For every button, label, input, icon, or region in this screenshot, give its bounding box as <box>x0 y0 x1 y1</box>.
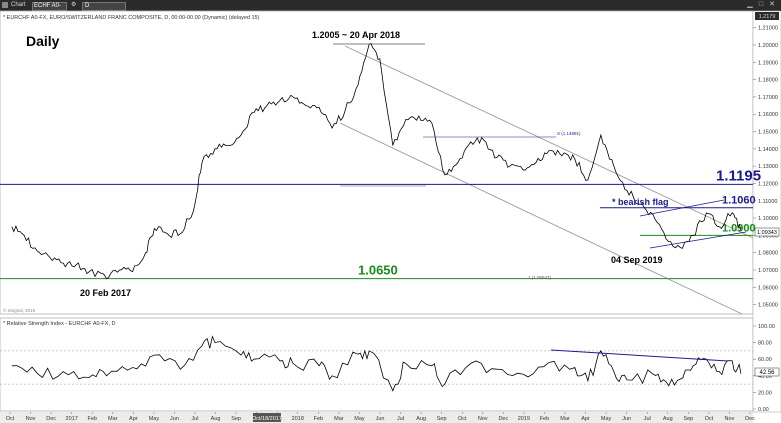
time-tick-label: May <box>149 416 160 422</box>
price-axis-bar[interactable] <box>752 10 781 413</box>
time-tick-label: Aug <box>211 416 221 422</box>
level-label: 1.0900 <box>722 222 756 234</box>
peak-label: 1.2005 ~ 20 Apr 2018 <box>312 30 400 40</box>
time-tick-label: Aug <box>663 416 673 422</box>
price-tick-label: 1.20000 <box>758 43 778 49</box>
time-tick-label: Sep <box>683 416 693 422</box>
time-highlight-label: Oct/18/2017 <box>252 416 282 422</box>
time-tick-label: Nov <box>478 416 488 422</box>
maximize-icon[interactable]: □ <box>758 1 764 8</box>
time-tick-label: Oct <box>458 416 467 422</box>
chart-header: * EURCHF A0-FX, EURO/SWITZERLAND FRANC C… <box>3 15 260 21</box>
time-tick-label: Oct <box>6 416 15 422</box>
rsi-tick-label: 80.00 <box>758 341 772 347</box>
time-tick-label: May <box>354 416 365 422</box>
s-marker-label: S (1.14891) <box>557 131 581 136</box>
price-tick-label: 1.21000 <box>758 26 778 32</box>
time-tick-label: Sep <box>231 416 241 422</box>
price-tick-label: 1.07000 <box>758 268 778 274</box>
flag-upper-line <box>639 199 725 217</box>
chart-app-icon[interactable] <box>2 2 8 8</box>
time-tick-label: Dec <box>498 416 508 422</box>
level-label: 1.1060 <box>722 195 756 207</box>
top-right-badge-text: 1.2179 <box>759 14 776 20</box>
flag-lower-line <box>649 231 747 249</box>
price-line <box>11 43 742 280</box>
price-tick-label: 1.10000 <box>758 216 778 222</box>
price-tick-label: 1.15000 <box>758 130 778 136</box>
level-label: 1.0650 <box>358 263 398 278</box>
time-tick-label: Feb <box>87 416 96 422</box>
time-tick-label: 2017 <box>66 416 78 422</box>
rsi-last-value-box <box>754 367 780 377</box>
time-tick-label: Jul <box>644 416 651 422</box>
time-tick-label: May <box>601 416 612 422</box>
low-2019-label: 04 Sep 2019 <box>611 255 663 265</box>
time-tick-label: Jun <box>170 416 179 422</box>
time-tick-label: Jun <box>622 416 631 422</box>
time-highlight-box <box>252 413 281 422</box>
time-axis-bar[interactable] <box>0 412 753 423</box>
rsi-header: * Relative Strength Index - EURCHF A0-FX… <box>3 321 116 327</box>
price-tick-label: 1.18000 <box>758 78 778 84</box>
price-tick-label: 1.09000 <box>758 233 778 239</box>
time-tick-label: Aug <box>416 416 426 422</box>
rsi-tick-label: 0.00 <box>758 407 769 413</box>
rsi-tick-label: 60.00 <box>758 357 772 363</box>
price-panel[interactable] <box>0 10 754 315</box>
bearish-flag-label: * bearish flag <box>612 197 669 207</box>
time-tick-label: Feb <box>314 416 323 422</box>
rsi-trend-line <box>550 349 729 362</box>
price-tick-label: 1.05000 <box>758 303 778 309</box>
l-marker-label: 1 (1.06547) <box>528 275 552 280</box>
channel-lower-line <box>339 122 743 315</box>
rsi-tick-label: 100.00 <box>758 324 775 330</box>
rsi-tick-label: 40.00 <box>758 374 772 380</box>
time-tick-label: Mar <box>108 416 118 422</box>
time-tick-label: 2019 <box>518 416 530 422</box>
time-tick-label: Sep <box>437 416 447 422</box>
time-tick-label: Nov <box>26 416 36 422</box>
price-tick-label: 1.16000 <box>758 112 778 118</box>
settings-icon[interactable]: ⚙ <box>71 2 77 8</box>
time-tick-label: Dec <box>745 416 755 422</box>
chart-title: Daily <box>26 33 60 49</box>
price-tick-label: 1.08000 <box>758 251 778 257</box>
low-2017-label: 20 Feb 2017 <box>80 288 131 298</box>
time-tick-label: Dec <box>46 416 56 422</box>
time-tick-label: Feb <box>540 416 549 422</box>
watermark: © eSignal, 2019 <box>3 307 36 313</box>
price-tick-label: 1.13000 <box>758 164 778 170</box>
app-label: Chart <box>11 2 26 8</box>
time-tick-label: Mar <box>334 416 344 422</box>
time-tick-label: Nov <box>725 416 735 422</box>
level-label: 1.1195 <box>716 167 761 184</box>
rsi-tick-label: 20.00 <box>758 390 772 396</box>
time-tick-label: Oct <box>705 416 714 422</box>
price-tick-label: 1.06000 <box>758 285 778 291</box>
close-icon[interactable]: ✕ <box>769 1 775 8</box>
time-tick-label: 2018 <box>292 416 304 422</box>
time-tick-label: Jul <box>397 416 404 422</box>
minimize-icon[interactable]: ▁ <box>747 1 753 8</box>
channel-upper-line <box>344 45 754 239</box>
price-tick-label: 1.19000 <box>758 60 778 66</box>
rsi-last-value: 42.56 <box>759 370 775 376</box>
rsi-panel[interactable] <box>0 317 754 412</box>
last-price-label: 1.09343 <box>757 230 777 236</box>
last-price-box <box>754 227 780 237</box>
time-tick-label: Apr <box>581 416 590 422</box>
interval-field[interactable]: D <box>82 2 126 11</box>
price-tick-label: 1.14000 <box>758 147 778 153</box>
top-right-badge <box>755 12 779 20</box>
price-tick-label: 1.11000 <box>758 199 777 205</box>
price-tick-label: 1.12000 <box>758 181 778 187</box>
time-tick-label: Apr <box>129 416 138 422</box>
time-tick-label: Mar <box>560 416 570 422</box>
rsi-line <box>11 335 742 392</box>
price-tick-label: 1.17000 <box>758 95 778 101</box>
time-tick-label: Jun <box>376 416 385 422</box>
time-tick-label: Jul <box>191 416 198 422</box>
